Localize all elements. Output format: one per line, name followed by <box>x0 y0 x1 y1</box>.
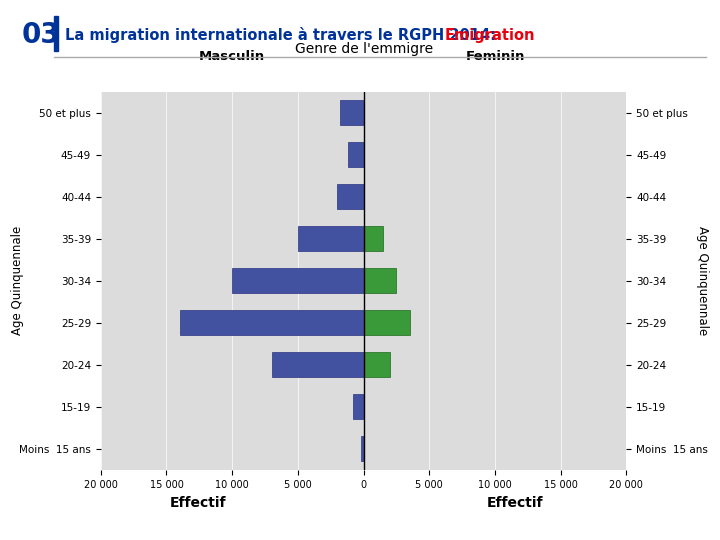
Text: Masculin: Masculin <box>199 50 265 63</box>
Bar <box>348 142 364 167</box>
Bar <box>364 226 383 252</box>
Bar <box>364 268 397 293</box>
Text: Age Quinquennale: Age Quinquennale <box>696 226 708 335</box>
Bar <box>232 268 364 293</box>
Bar <box>337 184 364 210</box>
Text: Feminin: Feminin <box>465 50 525 63</box>
Bar <box>180 310 364 335</box>
Text: La migration internationale à travers le RGPH 2014:: La migration internationale à travers le… <box>65 27 501 43</box>
Text: Effectif: Effectif <box>170 496 226 510</box>
Bar <box>353 394 364 420</box>
Bar <box>361 436 364 461</box>
Title: Genre de l'emmigre: Genre de l'emmigre <box>294 42 433 56</box>
Bar <box>271 352 364 377</box>
Bar <box>364 352 390 377</box>
Bar <box>364 310 410 335</box>
Text: Effectif: Effectif <box>487 496 543 510</box>
Text: Emigration: Emigration <box>445 28 536 43</box>
Bar <box>298 226 364 252</box>
Text: Age Quinquennale: Age Quinquennale <box>12 226 24 335</box>
Bar <box>340 100 364 125</box>
Text: 03: 03 <box>22 21 60 49</box>
